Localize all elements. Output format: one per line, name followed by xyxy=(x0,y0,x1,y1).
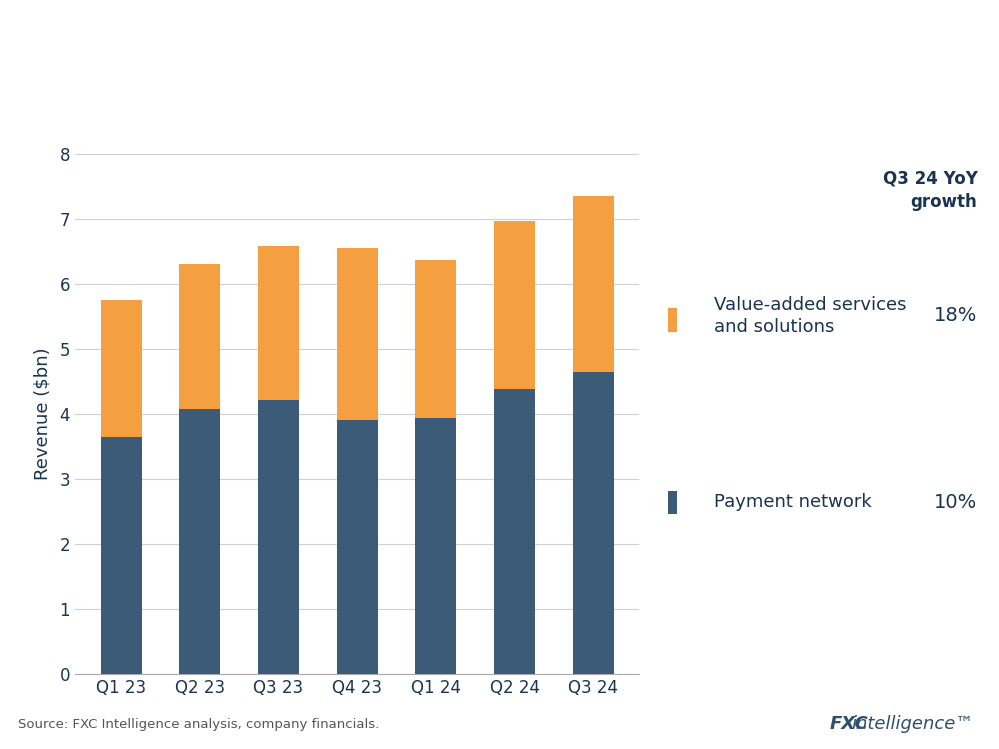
Bar xyxy=(101,437,142,674)
Text: FXC: FXC xyxy=(829,715,868,733)
Bar xyxy=(179,409,220,674)
Bar xyxy=(258,246,299,400)
Bar xyxy=(416,419,457,674)
Bar xyxy=(258,400,299,674)
Bar xyxy=(572,196,613,372)
Bar xyxy=(667,491,677,514)
Bar xyxy=(101,300,142,437)
Bar xyxy=(337,420,378,674)
Text: Mastercard quarterly revenue by type, Q1 23-Q3 24: Mastercard quarterly revenue by type, Q1… xyxy=(18,87,561,106)
Bar xyxy=(337,248,378,420)
Bar xyxy=(416,260,457,419)
Text: Value-added services
and solutions: Value-added services and solutions xyxy=(713,296,906,336)
Bar xyxy=(667,309,677,332)
Text: Value-added services drives Mastercard Q3 24 growth: Value-added services drives Mastercard Q… xyxy=(18,28,909,57)
Text: Payment network: Payment network xyxy=(713,494,871,512)
Text: intelligence™: intelligence™ xyxy=(852,715,974,733)
Bar xyxy=(179,264,220,409)
Y-axis label: Revenue ($bn): Revenue ($bn) xyxy=(33,348,51,480)
Bar xyxy=(572,372,613,674)
Text: Q3 24 YoY
growth: Q3 24 YoY growth xyxy=(882,169,977,210)
Text: Source: FXC Intelligence analysis, company financials.: Source: FXC Intelligence analysis, compa… xyxy=(18,718,380,731)
Bar xyxy=(495,389,535,674)
Text: 10%: 10% xyxy=(934,493,977,512)
Text: 18%: 18% xyxy=(934,306,977,326)
Bar xyxy=(495,221,535,389)
